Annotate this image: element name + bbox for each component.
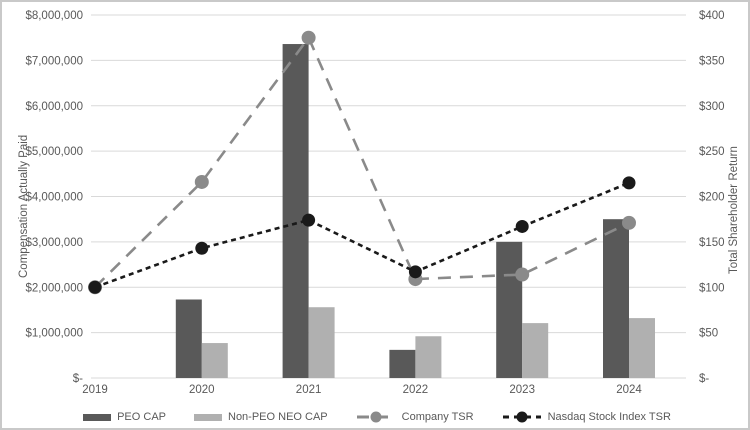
marker-nasdaq-stock-index-tsr-2024: [622, 176, 636, 190]
legend-label-non-peo-neo-cap: Non-PEO NEO CAP: [228, 411, 328, 423]
non-peo-neo-cap-swatch: [194, 413, 222, 421]
x-axis-label-2019: 2019: [82, 384, 108, 396]
marker-company-tsr-2020: [194, 174, 209, 189]
legend-label-nasdaq-tsr: Nasdaq Stock Index TSR: [547, 411, 671, 423]
legend-item-nasdaq-tsr: Nasdaq Stock Index TSR: [502, 410, 671, 424]
company-tsr-line-marker-icon: [356, 411, 395, 423]
right-axis-tick-label: $300: [699, 101, 725, 113]
x-axis-label-2021: 2021: [296, 384, 322, 396]
right-axis-tick-label: $150: [699, 237, 725, 249]
marker-nasdaq-stock-index-tsr-2023: [515, 219, 529, 233]
right-axis-tick-label: $200: [699, 192, 725, 204]
left-axis-tick-label: $3,000,000: [25, 237, 83, 249]
marker-company-tsr-2024: [622, 215, 636, 230]
peo-cap-swatch: [83, 413, 112, 421]
marker-nasdaq-stock-index-tsr-2020: [195, 241, 209, 255]
bar-peo-cap-2023: [496, 241, 523, 378]
chart-legend: PEO CAP Non-PEO NEO CAP Company TSR Nasd…: [2, 405, 748, 428]
legend-item-company-tsr: Company TSR: [356, 410, 474, 424]
legend-item-non-peo-neo-cap: Non-PEO NEO CAP: [194, 411, 328, 423]
left-axis-tick-label: $2,000,000: [25, 282, 83, 294]
right-axis-tick-label: $100: [699, 282, 725, 294]
right-axis-tick-label: $50: [699, 328, 718, 340]
left-axis-tick-label: $8,000,000: [25, 10, 83, 22]
line-company-tsr: [94, 35, 630, 289]
marker-nasdaq-stock-index-tsr-2022: [408, 265, 422, 279]
bar-peo-cap-2020: [175, 299, 202, 378]
marker-company-tsr-2021: [301, 30, 316, 45]
x-axis-label-2023: 2023: [509, 384, 535, 396]
bar-non-peo-neo-cap-2022: [415, 336, 442, 378]
marker-nasdaq-stock-index-tsr-2019: [88, 280, 102, 294]
left-axis-title: Compensation Actually Paid: [18, 135, 30, 278]
bar-peo-cap-2022: [389, 349, 416, 378]
line-nasdaq-stock-index-tsr: [94, 181, 630, 289]
nasdaq-tsr-line-marker-icon: [502, 411, 541, 423]
legend-label-company-tsr: Company TSR: [401, 411, 474, 423]
bar-non-peo-neo-cap-2023: [522, 323, 549, 378]
bar-peo-cap-2021: [282, 44, 309, 378]
left-axis-tick-label: $7,000,000: [25, 55, 83, 67]
left-axis-tick-label: $5,000,000: [25, 146, 83, 158]
bar-non-peo-neo-cap-2021: [308, 307, 335, 378]
left-axis-tick-label: $-: [73, 373, 83, 385]
bar-non-peo-neo-cap-2024: [629, 318, 655, 378]
left-axis-tick-label: $1,000,000: [25, 328, 83, 340]
left-axis-tick-label: $4,000,000: [25, 192, 83, 204]
bar-non-peo-neo-cap-2020: [201, 343, 228, 378]
bar-peo-cap-2024: [603, 219, 629, 378]
right-axis-tick-label: $250: [699, 146, 725, 158]
x-axis-label-2024: 2024: [616, 384, 642, 396]
x-axis-label-2020: 2020: [189, 384, 215, 396]
marker-nasdaq-stock-index-tsr-2021: [302, 213, 316, 227]
right-axis-tick-label: $-: [699, 373, 709, 385]
right-axis-tick-label: $350: [699, 55, 725, 67]
x-axis-label-2022: 2022: [403, 384, 429, 396]
right-axis-tick-label: $400: [699, 10, 725, 22]
marker-company-tsr-2023: [515, 267, 530, 282]
right-axis-title: Total Shareholder Return: [728, 146, 740, 274]
left-axis-tick-label: $6,000,000: [25, 101, 83, 113]
legend-label-peo-cap: PEO CAP: [117, 411, 166, 423]
legend-item-peo-cap: PEO CAP: [83, 411, 166, 423]
